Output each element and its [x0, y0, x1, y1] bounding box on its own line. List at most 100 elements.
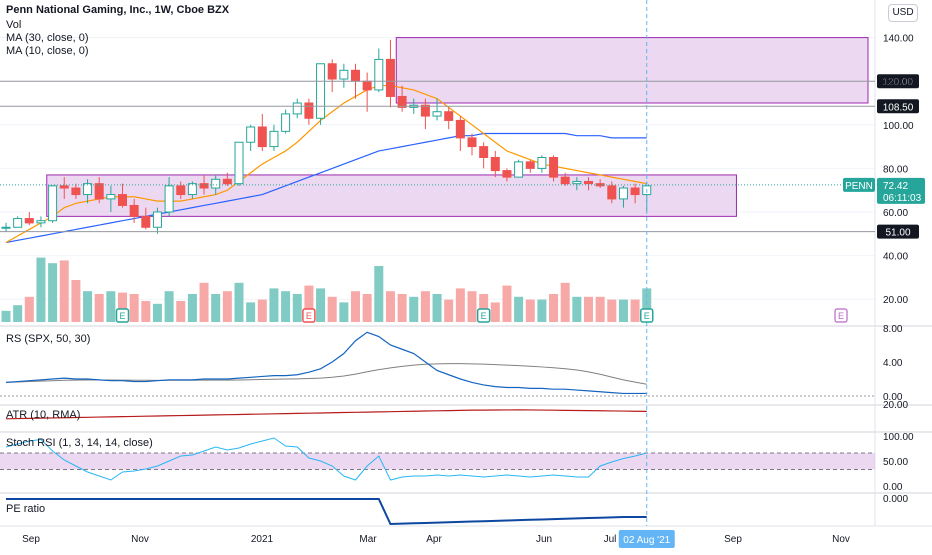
candle[interactable] [187, 181, 197, 199]
candle[interactable] [211, 174, 221, 195]
candle-body [351, 69, 360, 82]
earnings-marker-future[interactable]: E [834, 308, 848, 323]
candle[interactable] [269, 124, 279, 151]
candle[interactable] [141, 207, 151, 230]
earnings-marker-box [834, 308, 848, 323]
candle[interactable] [607, 181, 617, 204]
legend-ma10: MA (10, close, 0) [6, 45, 89, 57]
candle[interactable] [455, 116, 465, 151]
volume-bar [48, 263, 58, 322]
candle[interactable] [385, 39, 395, 108]
time-axis-label: Nov [131, 534, 149, 545]
candle[interactable] [479, 142, 489, 169]
candle-body [385, 58, 395, 97]
candle[interactable] [129, 198, 139, 223]
current-date-label: 02 Aug '21 [623, 535, 670, 546]
candle[interactable] [222, 172, 232, 186]
candle[interactable] [13, 216, 23, 228]
candle[interactable] [537, 155, 547, 173]
candle-body [537, 157, 547, 169]
time-axis-label: Sep [22, 534, 40, 545]
earnings-marker[interactable]: E [115, 308, 130, 323]
candle[interactable] [490, 150, 500, 178]
candle[interactable] [572, 177, 582, 191]
candle-body [339, 69, 349, 80]
candle[interactable] [106, 185, 116, 212]
candle[interactable] [24, 212, 34, 226]
candle[interactable] [257, 113, 267, 151]
candle[interactable] [234, 141, 244, 186]
earnings-marker-box [115, 308, 130, 323]
candle[interactable] [525, 159, 535, 173]
candle-body [257, 126, 267, 148]
supply-zone[interactable] [395, 37, 869, 104]
candle[interactable] [467, 133, 477, 156]
pe-line [6, 498, 647, 526]
candle[interactable] [59, 177, 69, 199]
candle[interactable] [71, 183, 81, 199]
candle[interactable] [549, 155, 559, 182]
ticker-label: PENN [845, 181, 873, 192]
candle[interactable] [560, 172, 570, 186]
candle-body [48, 185, 58, 222]
earnings-marker[interactable]: E [302, 308, 316, 323]
volume-bar [514, 296, 524, 322]
volume-bar [397, 294, 407, 322]
earnings-marker[interactable]: E [476, 308, 491, 323]
volume-bar [549, 294, 559, 322]
candle-body [246, 126, 256, 143]
rs-pane-title: RS (SPX, 50, 30) [6, 333, 91, 345]
candle-body [490, 157, 500, 172]
candle[interactable] [618, 185, 628, 208]
candle[interactable] [397, 85, 407, 112]
candle[interactable] [304, 98, 314, 125]
candle-body [59, 185, 69, 189]
candle[interactable] [327, 59, 337, 93]
candle[interactable] [316, 63, 326, 125]
atr-pane-title: ATR (10, RMA) [6, 409, 81, 421]
volume-bar [304, 285, 314, 322]
time-axis-label: Sep [724, 534, 742, 545]
candle[interactable] [281, 109, 291, 134]
candle[interactable] [118, 183, 127, 208]
candle-body [467, 137, 477, 148]
candle[interactable] [292, 98, 302, 119]
candle[interactable] [444, 107, 454, 130]
earnings-marker[interactable]: E [640, 308, 654, 323]
candle[interactable] [502, 168, 512, 182]
volume-bar [560, 282, 570, 322]
candle[interactable] [1, 222, 11, 232]
candle-body [118, 194, 127, 206]
candle-body [199, 183, 209, 189]
volume-bar [351, 291, 360, 322]
candle[interactable] [94, 177, 104, 204]
candle[interactable] [420, 98, 430, 130]
volume-bar [246, 302, 256, 322]
candle[interactable] [164, 177, 174, 217]
candle[interactable] [48, 185, 58, 223]
candle[interactable] [432, 98, 442, 121]
volume-bar [1, 310, 11, 322]
candle[interactable] [514, 159, 524, 178]
candle-body [129, 204, 139, 217]
price-tick-label: 20.00 [883, 295, 908, 306]
last-price-badge [877, 177, 925, 204]
candle[interactable] [374, 48, 384, 93]
candle[interactable] [246, 124, 256, 151]
candle[interactable] [584, 177, 593, 191]
candle[interactable] [176, 181, 186, 199]
ma30-line [5, 132, 647, 244]
volume-bar [83, 291, 93, 322]
candle[interactable] [83, 179, 93, 204]
candle[interactable] [36, 216, 46, 228]
volume-bar [129, 294, 139, 322]
volume-bar [502, 285, 512, 322]
candle-body [211, 178, 221, 189]
currency-badge[interactable]: USD [888, 4, 918, 22]
candle[interactable] [339, 63, 349, 88]
volume-bar [420, 291, 430, 322]
candle[interactable] [152, 207, 162, 234]
candle[interactable] [630, 183, 640, 204]
